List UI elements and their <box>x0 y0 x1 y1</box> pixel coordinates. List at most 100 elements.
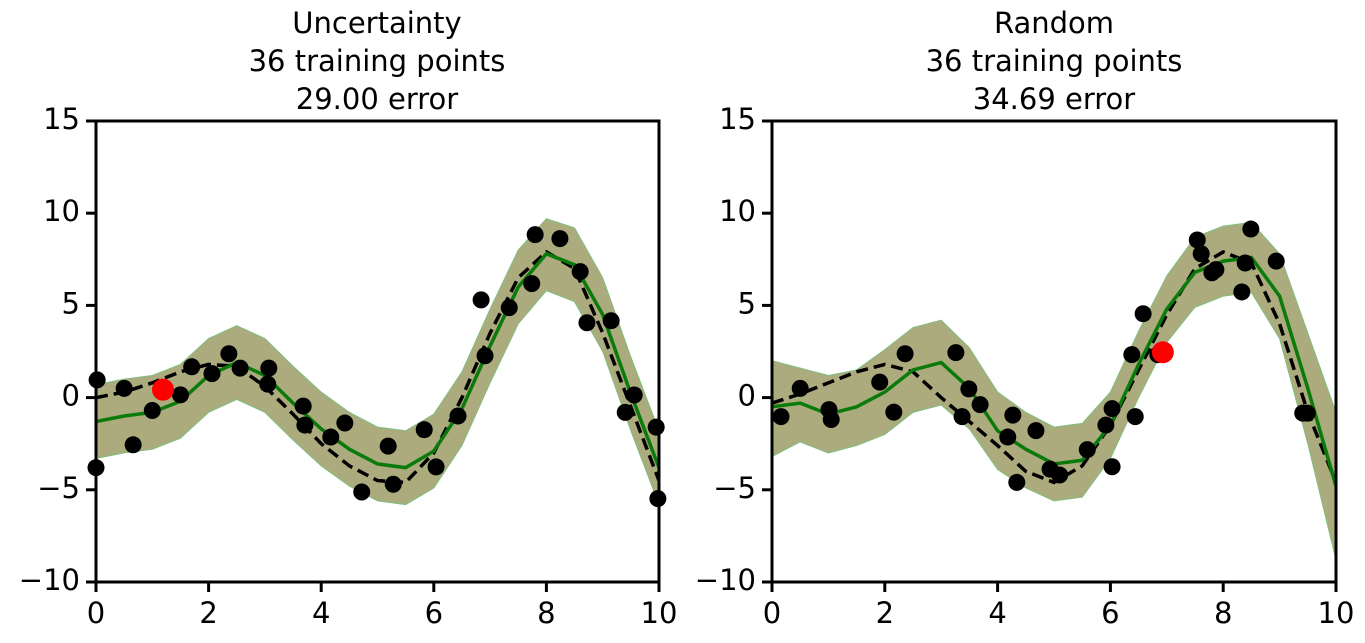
y-tick-label: 0 <box>738 379 756 413</box>
x-tick-label: 2 <box>876 596 894 630</box>
training-point <box>294 397 312 415</box>
training-point <box>772 408 790 426</box>
confidence-band <box>772 221 1336 560</box>
x-tick-label: 4 <box>988 596 1006 630</box>
x-tick-label: 6 <box>1101 596 1119 630</box>
training-point <box>578 314 596 332</box>
chart-title: Uncertainty <box>292 6 461 40</box>
training-point <box>1192 245 1210 263</box>
training-point <box>1051 466 1069 484</box>
training-point <box>379 437 397 455</box>
training-point <box>415 421 433 439</box>
x-tick-label: 6 <box>425 596 443 630</box>
axes-frame <box>94 119 661 584</box>
training-point <box>1233 283 1251 301</box>
training-point <box>1298 404 1316 422</box>
training-point <box>1236 254 1254 272</box>
training-point <box>896 345 914 363</box>
mean-line <box>96 251 659 470</box>
training-point <box>953 408 971 426</box>
plot-area <box>772 221 1336 560</box>
training-point <box>353 483 371 501</box>
training-point <box>947 344 965 362</box>
training-point <box>1004 406 1022 424</box>
x-tick-label: 2 <box>199 596 217 630</box>
training-point <box>971 396 989 414</box>
training-point <box>647 418 665 436</box>
training-point <box>322 428 340 446</box>
x-tick-label: 8 <box>537 596 555 630</box>
training-point <box>500 299 518 317</box>
training-point <box>183 358 201 376</box>
y-tick-label: −10 <box>19 563 80 597</box>
training-point <box>885 403 903 421</box>
x-tick-label: 8 <box>1214 596 1232 630</box>
training-point <box>1103 400 1121 418</box>
training-point <box>1008 473 1026 491</box>
training-point <box>571 263 589 281</box>
training-point <box>602 312 620 330</box>
y-tick-label: −5 <box>37 471 80 505</box>
training-point <box>143 402 161 420</box>
training-point <box>115 379 133 397</box>
query-point <box>151 378 174 401</box>
chart-title: 34.69 error <box>973 82 1136 116</box>
training-point <box>960 380 978 398</box>
training-point <box>336 414 354 432</box>
chart-title: 29.00 error <box>296 82 459 116</box>
training-point <box>476 347 494 365</box>
y-tick-label: 15 <box>719 102 756 136</box>
query-point <box>1151 341 1174 364</box>
training-point <box>449 407 467 425</box>
chart-title: 36 training points <box>926 44 1183 78</box>
training-point <box>203 365 221 383</box>
training-point <box>220 345 238 363</box>
training-point <box>1267 252 1285 270</box>
training-point <box>171 386 189 404</box>
training-point <box>523 275 541 293</box>
x-tick-label: 4 <box>312 596 330 630</box>
x-tick-label: 0 <box>763 596 781 630</box>
chart-title: 36 training points <box>249 44 506 78</box>
training-point <box>1097 416 1115 434</box>
training-point <box>791 379 809 397</box>
training-point <box>526 226 544 244</box>
y-tick-label: −5 <box>713 471 756 505</box>
y-tick-label: 5 <box>62 286 80 320</box>
training-point <box>1123 346 1141 364</box>
y-tick-label: −10 <box>695 563 756 597</box>
true-function <box>772 249 1336 485</box>
axes-frame <box>770 119 1338 584</box>
y-tick-label: 5 <box>738 286 756 320</box>
training-point <box>1188 231 1206 249</box>
y-tick-label: 10 <box>719 194 756 228</box>
training-point <box>296 416 314 434</box>
training-point <box>999 428 1017 446</box>
training-point <box>1078 441 1096 459</box>
training-point <box>427 458 445 476</box>
training-point <box>551 230 569 248</box>
y-tick-label: 15 <box>43 102 80 136</box>
training-point <box>625 386 643 404</box>
y-tick-label: 10 <box>43 194 80 228</box>
training-point <box>616 403 634 421</box>
x-tick-label: 10 <box>1318 596 1355 630</box>
training-point <box>124 436 142 454</box>
training-point <box>231 359 249 377</box>
training-point <box>1134 305 1152 323</box>
training-point <box>1126 408 1144 426</box>
x-tick-label: 10 <box>641 596 678 630</box>
x-tick-label: 0 <box>87 596 105 630</box>
training-point <box>1207 261 1225 279</box>
training-point <box>1242 220 1260 238</box>
training-point <box>1103 458 1121 476</box>
training-point <box>822 411 840 429</box>
training-point <box>259 375 277 393</box>
y-tick-label: 0 <box>62 379 80 413</box>
training-point <box>260 359 278 377</box>
subplot: Uncertainty 36 training points 29.00 error… <box>19 6 678 630</box>
confidence-band <box>96 218 659 506</box>
subplot: Random 36 training points 34.69 error 0 2 4 6 8… <box>695 6 1355 630</box>
training-point <box>1027 422 1045 440</box>
